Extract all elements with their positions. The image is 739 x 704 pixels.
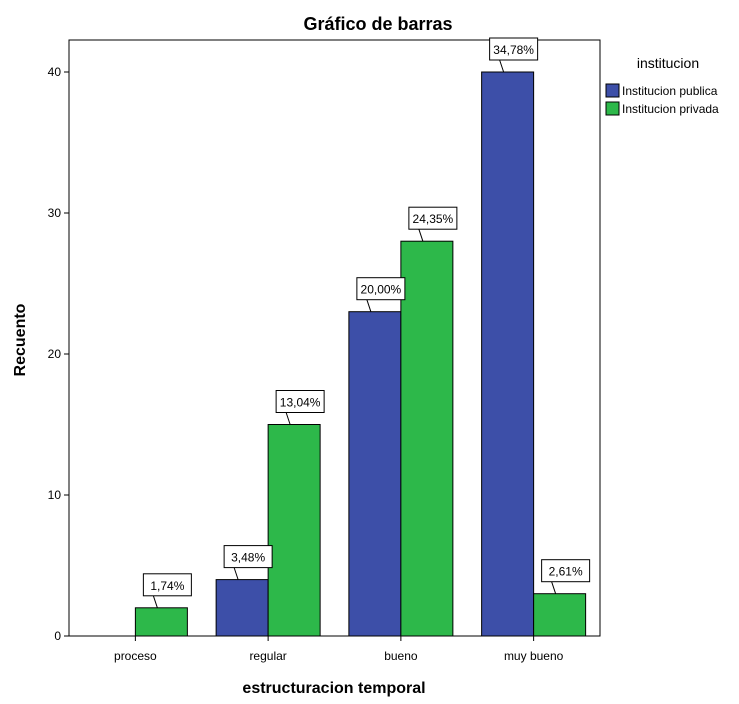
data-label-leader	[551, 581, 557, 594]
data-labels-group: 3,48% 20,00% 34,78% 1,74% 13,04% 24,35% 2,61%	[142, 37, 591, 608]
plot-area	[68, 39, 601, 637]
bars-group	[134, 71, 587, 637]
data-label-leader	[366, 299, 372, 312]
bar	[134, 607, 188, 637]
x-tick-label: bueno	[384, 649, 418, 663]
data-label-box	[356, 277, 406, 301]
x-tick-label: regular	[249, 649, 286, 663]
data-label-leader	[285, 412, 291, 425]
data-label-leader	[233, 567, 239, 580]
legend-swatch	[605, 101, 620, 116]
data-label-leader	[152, 595, 158, 608]
y-tick-label: 30	[48, 206, 62, 220]
x-axis-title: estructuracion temporal	[242, 680, 425, 697]
legend-label: Institucion privada	[622, 102, 719, 116]
legend-title: institucion	[637, 55, 699, 71]
x-axis: proceso regular bueno muy bueno	[114, 636, 564, 663]
data-label-leader	[499, 59, 505, 73]
data-label-leader	[418, 229, 424, 242]
y-axis-title: Recuento	[12, 303, 29, 376]
bar	[215, 579, 269, 637]
y-axis: 0 10 20 30 40	[48, 65, 69, 643]
chart-title: Gráfico de barras	[303, 14, 452, 34]
y-tick-label: 0	[54, 629, 61, 643]
bar	[400, 240, 454, 637]
data-label-box	[142, 573, 192, 597]
data-label-box	[223, 545, 273, 569]
legend-swatch	[605, 83, 620, 98]
data-label-box	[489, 37, 539, 61]
data-label: 34,78%	[493, 43, 534, 57]
bar	[267, 424, 321, 637]
x-tick-label: muy bueno	[504, 649, 564, 663]
data-label-box	[541, 559, 591, 583]
legend-label: Institucion publica	[622, 84, 718, 98]
bar	[533, 593, 587, 637]
bar	[481, 71, 535, 637]
data-label: 2,61%	[549, 565, 583, 579]
data-label-box	[408, 206, 458, 230]
data-label: 3,48%	[231, 551, 265, 565]
data-label: 13,04%	[280, 396, 321, 410]
y-tick-label: 40	[48, 65, 62, 79]
data-label: 20,00%	[361, 283, 402, 297]
data-label: 1,74%	[150, 579, 184, 593]
bar	[348, 311, 402, 637]
data-label-box	[275, 390, 325, 413]
legend: institucion Institucion publica Instituci…	[605, 55, 719, 116]
data-label: 24,35%	[413, 212, 454, 226]
y-tick-label: 10	[48, 488, 62, 502]
y-tick-label: 20	[48, 347, 62, 361]
x-tick-label: proceso	[114, 649, 157, 663]
